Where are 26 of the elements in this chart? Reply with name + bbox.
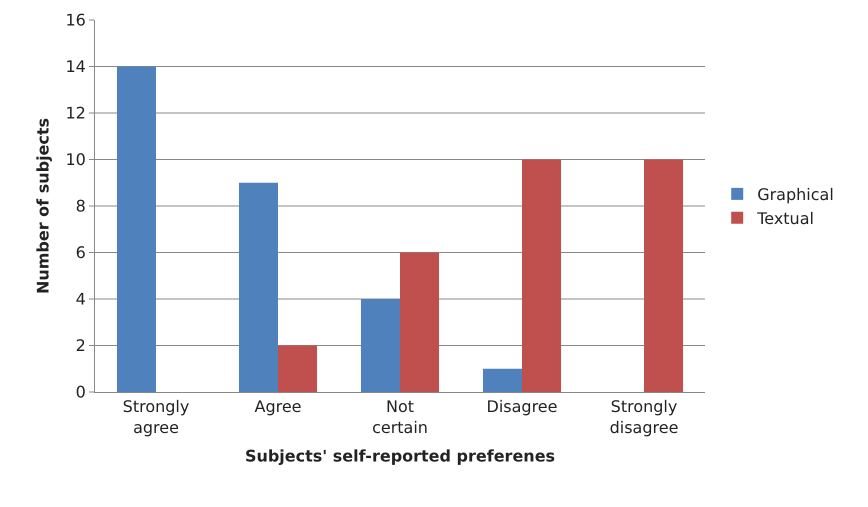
- bar: [482, 368, 522, 392]
- y-tick-label: 0: [76, 382, 86, 402]
- legend-label: Graphical: [757, 185, 834, 204]
- x-tick-label: Strongly agree: [122, 397, 190, 437]
- x-tick-label: Not certain: [372, 397, 428, 437]
- y-tick-label: 14: [65, 57, 86, 76]
- y-tick-label: 10: [65, 150, 86, 170]
- y-tick-label: 12: [65, 104, 86, 123]
- x-axis-title: Subjects' self-reported preferenes: [244, 446, 556, 466]
- y-axis-title: Number of subjects: [33, 118, 52, 294]
- bar: [522, 160, 562, 392]
- y-tick-label: 16: [65, 10, 86, 30]
- bar: [644, 160, 684, 392]
- x-tick-label: Disagree: [486, 397, 558, 416]
- y-tick-label: 4: [76, 290, 86, 309]
- bar: [360, 299, 400, 392]
- legend-label: Textual: [756, 208, 814, 228]
- y-tick-label: 2: [76, 336, 86, 356]
- bar: [400, 252, 440, 392]
- bar: [116, 66, 156, 392]
- x-tick-label: Agree: [254, 397, 302, 416]
- bar: [278, 346, 318, 392]
- y-tick-label: 8: [76, 196, 86, 216]
- y-tick-label: 6: [76, 243, 86, 262]
- bar: [238, 182, 278, 392]
- x-tick-label: Strongly disagree: [610, 397, 678, 437]
